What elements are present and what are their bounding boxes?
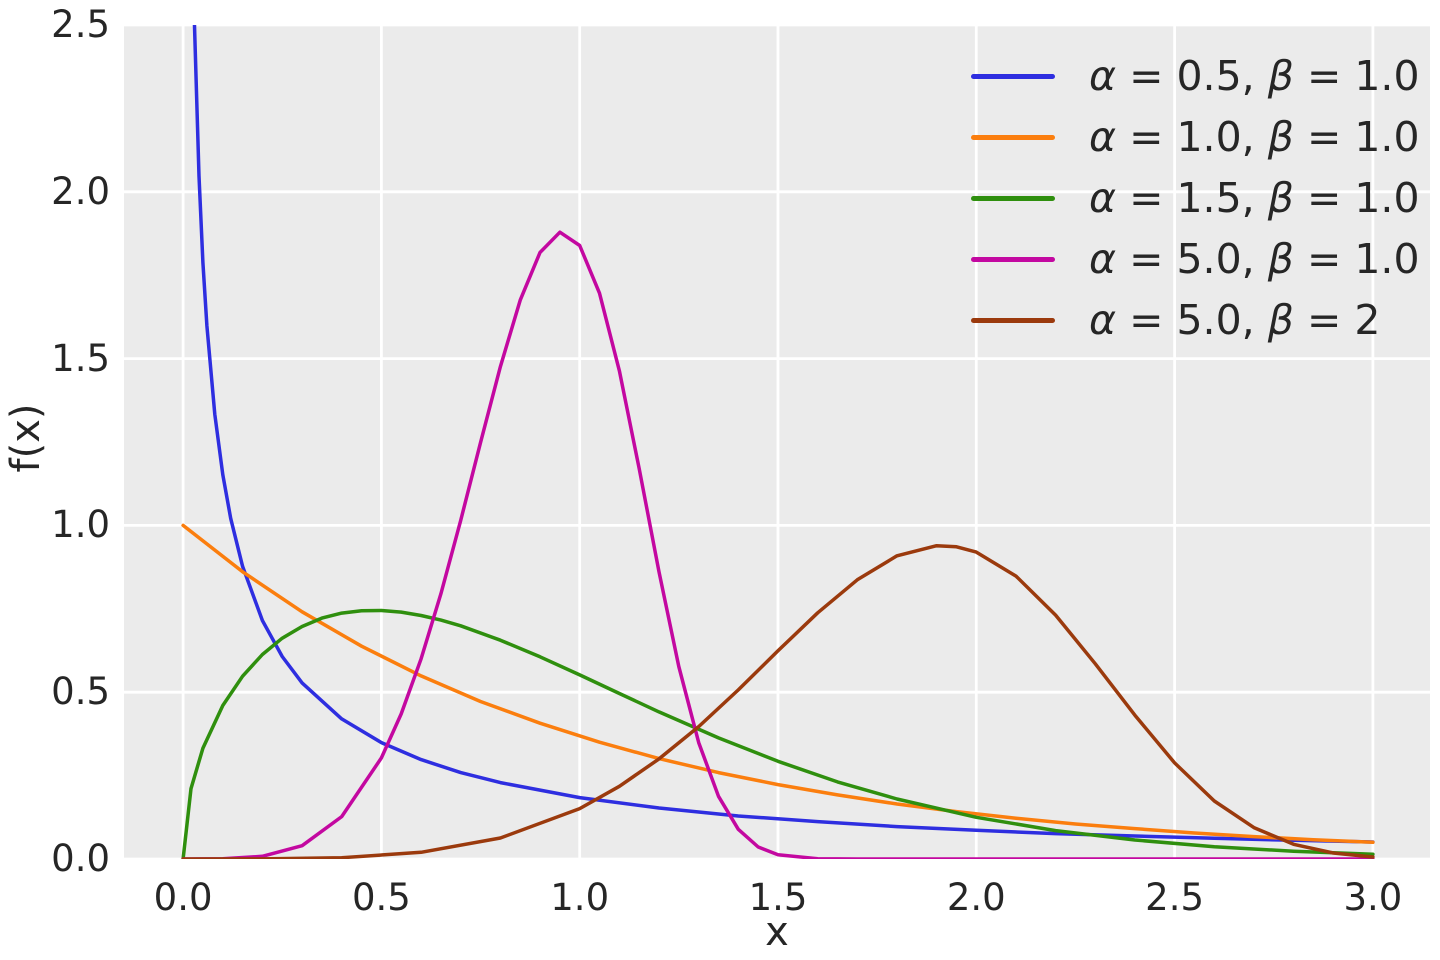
curve-series-2 <box>181 608 1375 859</box>
legend-label: α = 5.0, β = 1.0 <box>1089 235 1420 283</box>
y-tick-label: 1.0 <box>51 503 110 547</box>
x-tick-label: 3.0 <box>1343 876 1403 919</box>
x-tick-label: 0.5 <box>351 876 411 919</box>
curve-series-3 <box>181 230 1375 859</box>
legend-item: α = 1.0, β = 1.0 <box>971 107 1420 168</box>
legend-item: α = 5.0, β = 1.0 <box>971 229 1420 290</box>
x-tick-label: 1.0 <box>550 876 610 919</box>
x-axis-label: x <box>765 909 789 955</box>
x-tick-label: 2.5 <box>1145 876 1204 919</box>
y-tick-label: 0.0 <box>51 837 110 880</box>
curve-series-0 <box>192 25 1375 844</box>
x-tick-label: 1.5 <box>748 876 808 919</box>
legend-label: α = 5.0, β = 2 <box>1089 296 1381 344</box>
legend-line-swatch <box>971 196 1055 201</box>
legend-label: α = 1.0, β = 1.0 <box>1089 113 1420 161</box>
legend-line-swatch <box>971 257 1055 262</box>
legend-label: α = 0.5, β = 1.0 <box>1089 52 1420 100</box>
y-axis-label: f(x) <box>3 403 49 473</box>
curve-series-1 <box>181 523 1375 845</box>
y-tick-label: 1.5 <box>51 336 110 380</box>
legend-item: α = 1.5, β = 1.0 <box>971 168 1420 229</box>
legend-item: α = 5.0, β = 2 <box>971 290 1420 351</box>
y-tick-label: 0.5 <box>51 670 110 714</box>
legend-line-swatch <box>971 318 1055 323</box>
legend-item: α = 0.5, β = 1.0 <box>971 46 1420 107</box>
x-tick-label: 0.0 <box>153 876 213 919</box>
legend-label: α = 1.5, β = 1.0 <box>1089 174 1420 222</box>
legend-line-swatch <box>971 74 1055 79</box>
legend-line-swatch <box>971 135 1055 140</box>
x-tick-label: 2.0 <box>946 876 1006 919</box>
legend: α = 0.5, β = 1.0 α = 1.0, β = 1.0 α = 1.5,… <box>971 46 1420 351</box>
y-tick-label: 2.5 <box>51 3 110 46</box>
curve-series-4 <box>181 543 1375 859</box>
y-tick-label: 2.0 <box>51 169 110 213</box>
